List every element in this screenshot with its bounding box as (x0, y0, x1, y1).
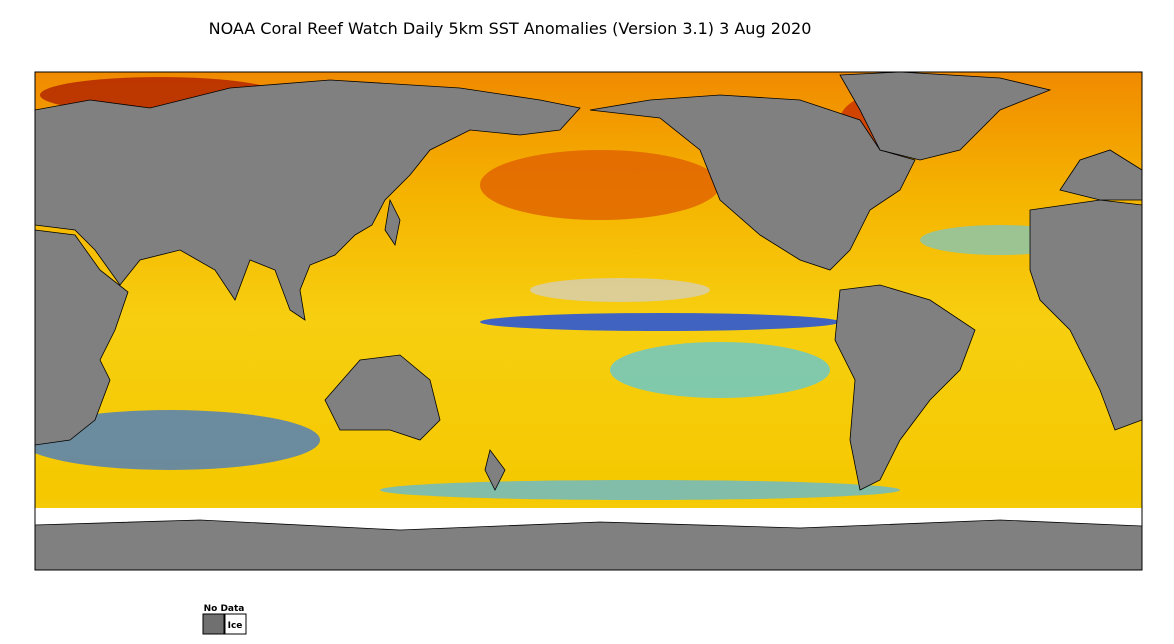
no-data-swatch (202, 613, 225, 635)
ice-label: Ice (228, 621, 243, 631)
cool-anomaly (480, 313, 840, 331)
no-data-label: No Data (204, 604, 245, 614)
cool-anomaly (35, 410, 320, 470)
neutral-anomaly (530, 278, 710, 302)
land (35, 72, 1142, 570)
warm-anomaly (480, 150, 720, 220)
title: NOAA Coral Reef Watch Daily 5km SST Anom… (209, 19, 812, 38)
map-frame (34, 71, 1143, 571)
ice-swatch (224, 613, 247, 635)
map (35, 72, 1142, 570)
cool-anomaly (380, 480, 900, 500)
cool-anomaly (610, 342, 830, 398)
